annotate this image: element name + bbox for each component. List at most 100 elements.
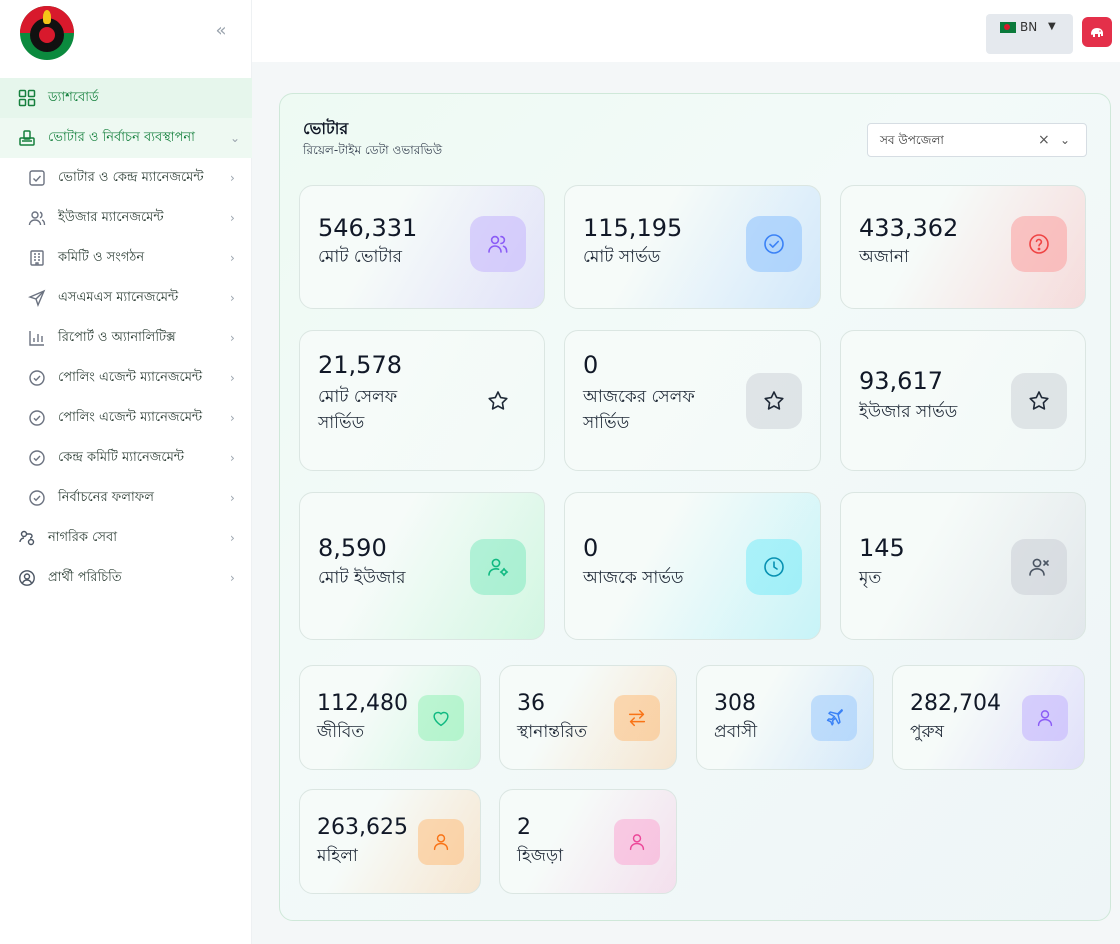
upazila-filter-select[interactable]: সব উপজেলা × ⌄ [867, 123, 1087, 157]
stat-card: 308 প্রবাসী [696, 665, 874, 770]
user-icon [433, 834, 449, 851]
party-logo[interactable] [20, 6, 74, 60]
sidebar: « ড্যাশবোর্ড ভোটার ও নির্বাচন ব্যবস্থাপন… [0, 0, 252, 944]
stat-value: 433,362 [859, 214, 959, 242]
stat-value: 282,704 [910, 691, 1001, 716]
stat-card: 93,617 ইউজার সার্ভড [840, 330, 1086, 471]
chevron-right-icon: › [230, 491, 235, 505]
building-icon [30, 250, 44, 266]
bangladesh-flag-icon [1000, 22, 1016, 33]
stat-card: 282,704 পুরুষ [892, 665, 1085, 770]
panel-subtitle: রিয়েল-টাইম ডেটা ওভারভিউ [303, 143, 443, 157]
users-icon [28, 211, 46, 226]
stat-card: 2 হিজড়া [499, 789, 677, 894]
stat-label: মহিলা [317, 846, 358, 866]
chevron-right-icon: › [230, 531, 235, 545]
language-code: BN [1020, 20, 1038, 34]
user-cog-icon [488, 558, 509, 577]
sidebar-item-label: কমিটি ও সংগঠন [58, 250, 145, 265]
stat-icon-box [470, 216, 526, 272]
stat-card: 0 আজকের সেলফ সার্ভিড [564, 330, 821, 471]
stat-icon-box [746, 373, 802, 429]
stat-icon-box [418, 819, 464, 865]
user-icon [629, 834, 645, 851]
chevron-right-icon: › [230, 331, 235, 345]
stat-card: 0 আজকে সার্ভড [564, 492, 821, 640]
stat-icon-box [746, 216, 802, 272]
sidebar-item-label: কেন্দ্র কমিটি ম্যানেজমেন্ট [58, 450, 185, 465]
sidebar-item-reports[interactable]: রিপোর্ট ও অ্যানালিটিক্স › [0, 318, 252, 358]
stat-icon-box [746, 539, 802, 595]
stat-value: 263,625 [317, 815, 408, 840]
elephant-icon [1091, 28, 1103, 37]
star-icon [488, 391, 508, 410]
sidebar-item-user-management[interactable]: ইউজার ম্যানেজমেন্ট › [0, 198, 252, 238]
language-selector[interactable]: BN ▼ [986, 14, 1073, 54]
stat-card: 112,480 জীবিত [299, 665, 481, 770]
stat-label: হিজড়া [517, 846, 564, 866]
question-circle-icon [1029, 234, 1049, 254]
stat-label: জীবিত [317, 722, 365, 742]
user-icon [1037, 710, 1053, 727]
sidebar-item-label: প্রার্থী পরিচিতি [48, 570, 122, 585]
sidebar-item-label: নির্বাচনের ফলাফল [58, 490, 154, 505]
stat-icon-box [418, 695, 464, 741]
chevron-right-icon: › [230, 371, 235, 385]
sidebar-item-label: এসএমএস ম্যানেজমেন্ট [58, 290, 179, 305]
stat-label: মোট ভোটার [318, 247, 402, 267]
user-menu-button[interactable] [1082, 17, 1112, 47]
stat-icon-box [470, 539, 526, 595]
sidebar-item-label: ভোটার ও নির্বাচন ব্যবস্থাপনা [48, 130, 195, 145]
stat-card: 8,590 মোট ইউজার [299, 492, 545, 640]
collapse-sidebar-button[interactable]: « [215, 20, 227, 41]
sidebar-item-voter-election[interactable]: ভোটার ও নির্বাচন ব্যবস্থাপনা ⌄ [0, 118, 252, 158]
sidebar-item-dashboard[interactable]: ড্যাশবোর্ড [0, 78, 252, 118]
sidebar-item-citizen-service[interactable]: নাগরিক সেবা › [0, 518, 252, 558]
sidebar-item-sms[interactable]: এসএমএস ম্যানেজমেন্ট › [0, 278, 252, 318]
stat-value: 8,590 [318, 534, 387, 562]
sidebar-item-label: পোলিং এজেন্ট ম্যানেজমেন্ট [58, 370, 203, 385]
chevron-down-icon: ⌄ [230, 131, 241, 145]
stat-icon-box [614, 695, 660, 741]
stat-value: 145 [859, 534, 905, 562]
check-circle-icon [29, 370, 45, 386]
stat-value: 21,578 [318, 351, 402, 379]
stat-card: 21,578 মোট সেলফ সার্ভিড [299, 330, 545, 471]
sidebar-item-label: ইউজার ম্যানেজমেন্ট [58, 210, 164, 225]
checkbox-icon [29, 170, 45, 186]
heart-icon [433, 711, 449, 727]
check-circle-icon [29, 450, 45, 466]
sidebar-item-center-committee[interactable]: কেন্দ্র কমিটি ম্যানেজমেন্ট › [0, 438, 252, 478]
chevron-right-icon: › [230, 251, 235, 265]
clear-icon[interactable]: × [1038, 132, 1050, 148]
clock-icon [764, 557, 784, 577]
chevron-down-icon[interactable]: ⌄ [1060, 133, 1071, 147]
stat-label: মোট সার্ভড [583, 247, 661, 267]
stat-label: স্থানান্তরিত [517, 722, 587, 742]
stat-label: মোট ইউজার [318, 568, 406, 588]
sidebar-item-candidate-profile[interactable]: প্রার্থী পরিচিতি › [0, 558, 252, 598]
chevron-right-icon: › [230, 571, 235, 585]
sidebar-item-polling-agent-2[interactable]: পোলিং এজেন্ট ম্যানেজমেন্ট › [0, 398, 252, 438]
stat-card: 36 স্থানান্তরিত [499, 665, 677, 770]
grid-icon [18, 89, 36, 107]
chevron-right-icon: › [230, 411, 235, 425]
logo-gear-center [39, 27, 55, 43]
sidebar-item-election-results[interactable]: নির্বাচনের ফলাফল › [0, 478, 252, 518]
bar-chart-icon [29, 331, 44, 346]
star-icon [764, 391, 784, 410]
sidebar-item-label: নাগরিক সেবা [48, 530, 118, 545]
sidebar-item-label: ভোটার ও কেন্দ্র ম্যানেজমেন্ট [58, 170, 204, 185]
stat-value: 115,195 [583, 214, 683, 242]
upazila-filter-value: সব উপজেলা [880, 133, 944, 147]
check-circle-icon [29, 490, 45, 506]
stat-value: 112,480 [317, 691, 408, 716]
sidebar-item-voter-center-management[interactable]: ভোটার ও কেন্দ্র ম্যানেজমেন্ট › [0, 158, 252, 198]
sidebar-item-committee[interactable]: কমিটি ও সংগঠন › [0, 238, 252, 278]
panel-title: ভোটার [303, 119, 349, 138]
stat-card: 263,625 মহিলা [299, 789, 481, 894]
check-circle-icon [764, 234, 784, 254]
topbar: BN ▼ [252, 0, 1120, 62]
sidebar-item-polling-agent-1[interactable]: পোলিং এজেন্ট ম্যানেজমেন্ট › [0, 358, 252, 398]
users-icon [488, 235, 508, 253]
